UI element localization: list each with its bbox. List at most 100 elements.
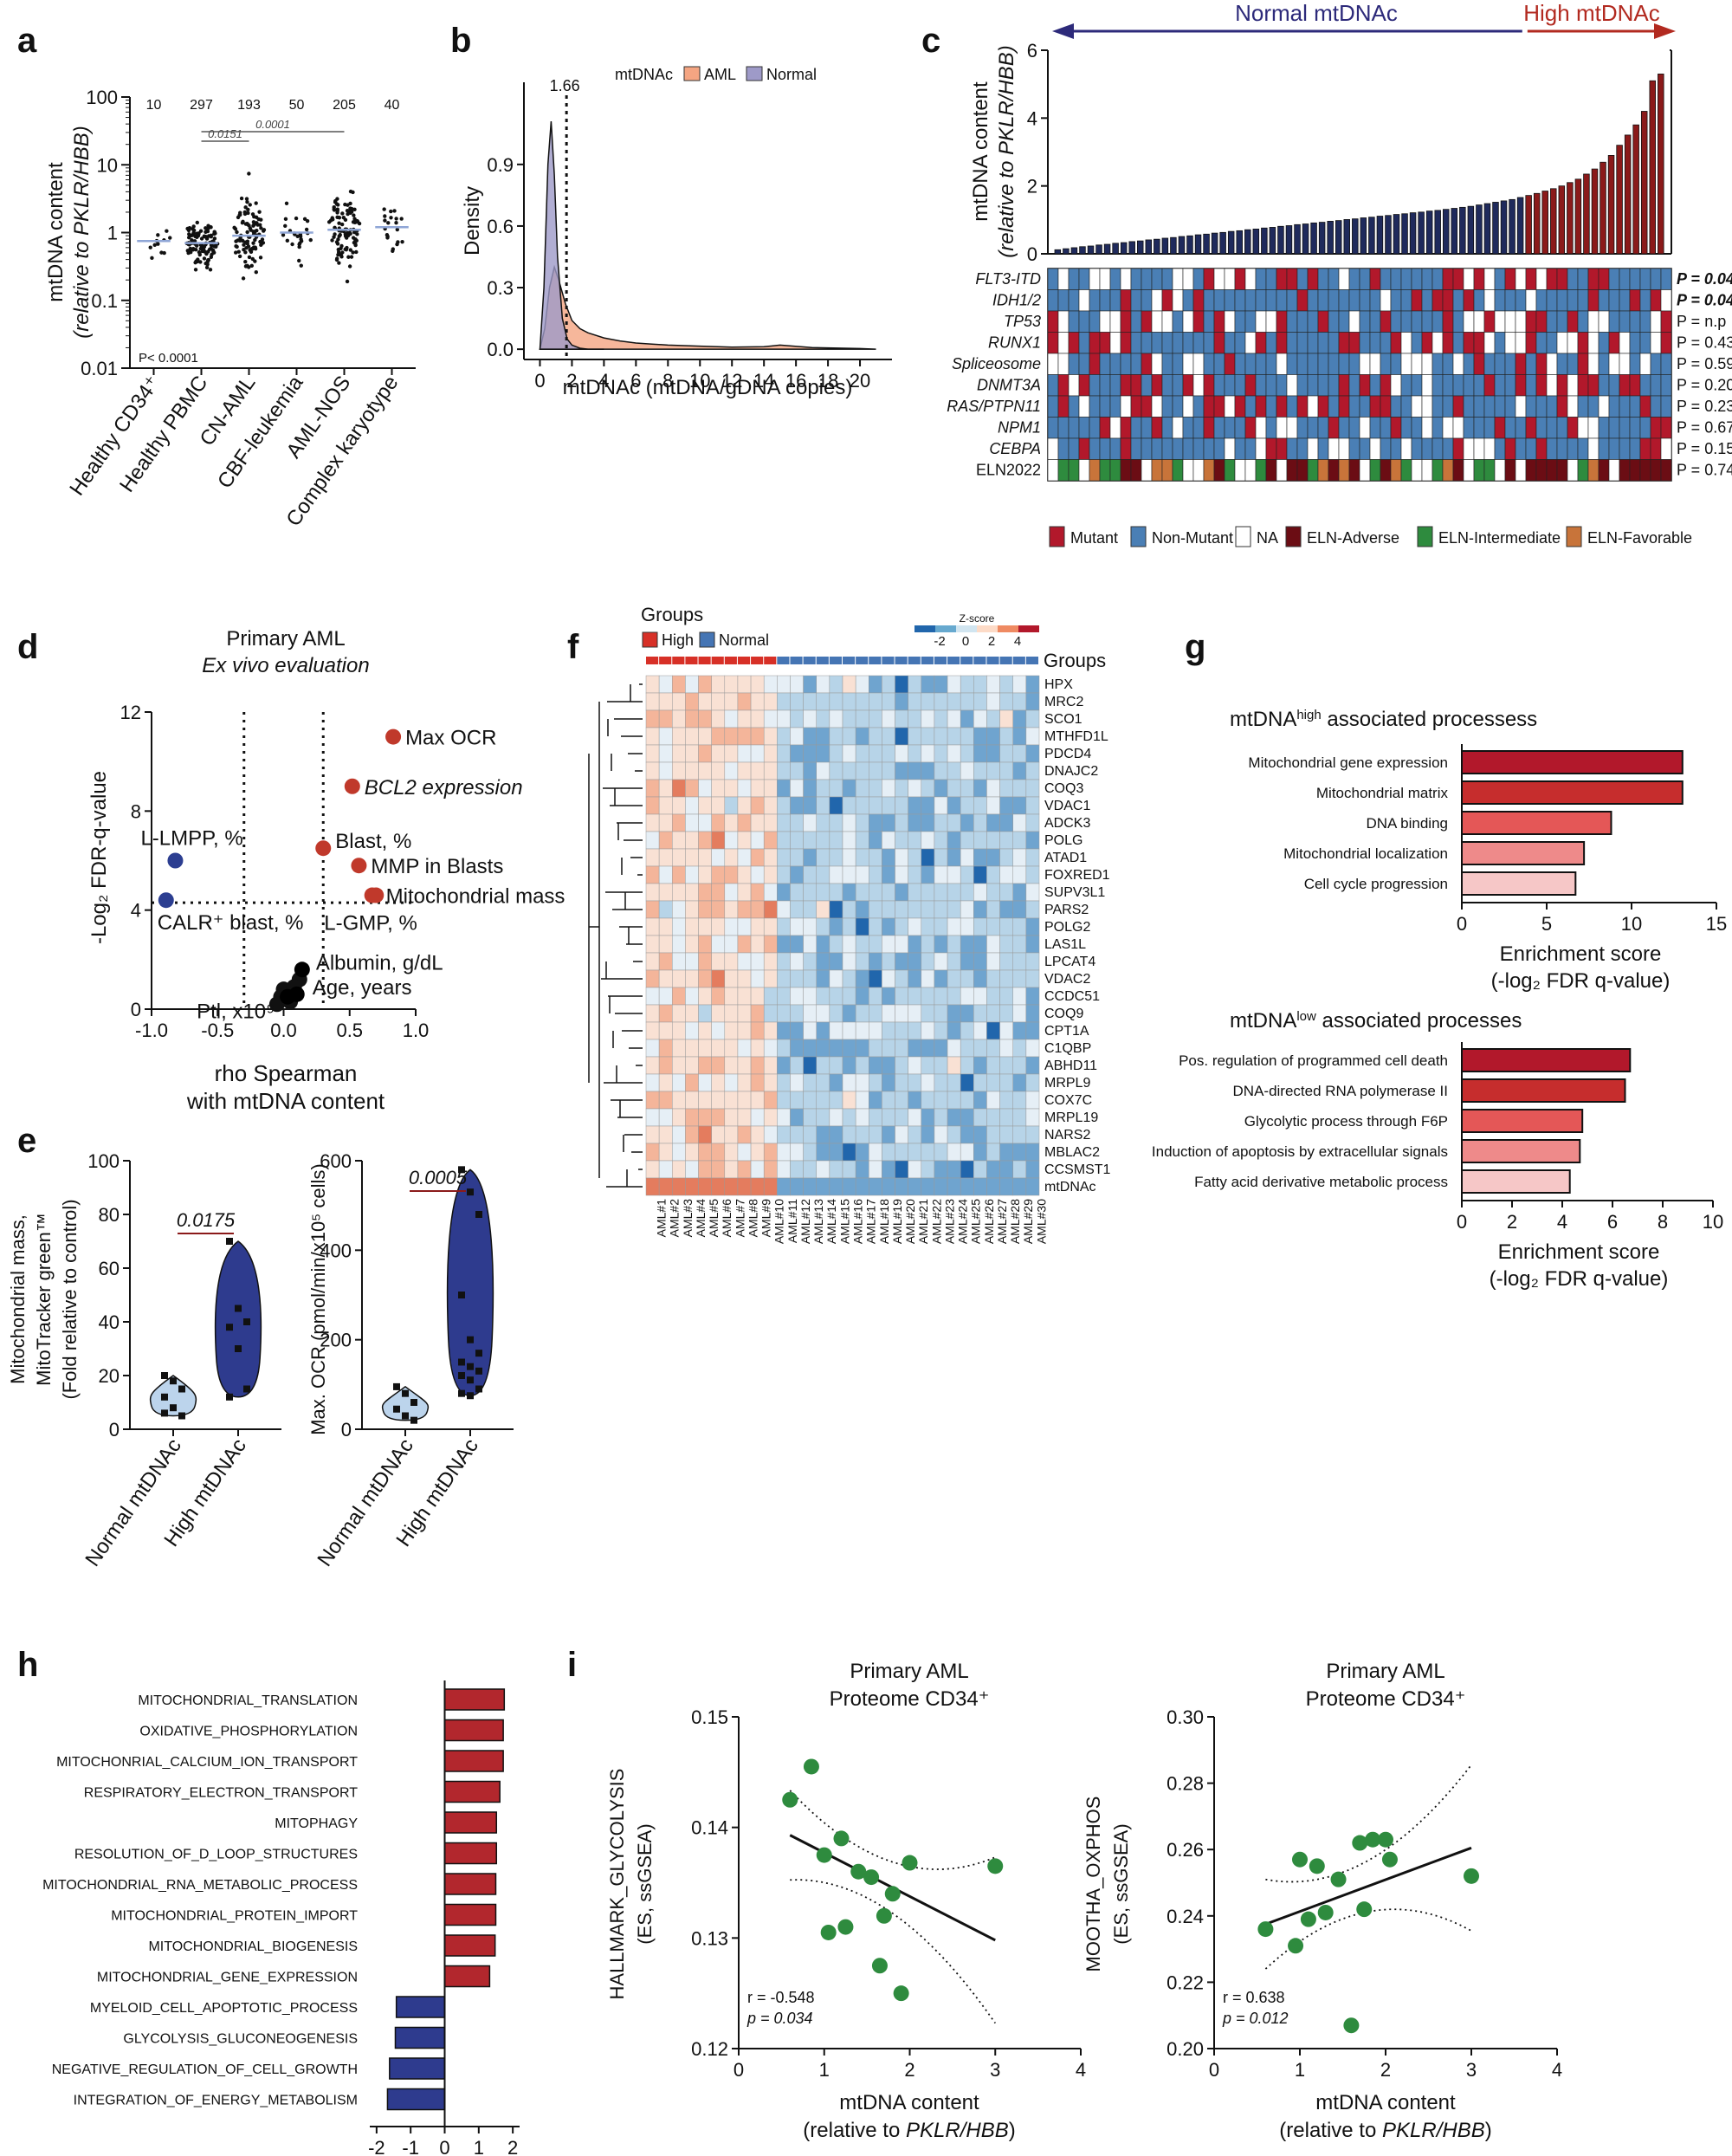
f-heat-cell — [1025, 744, 1040, 763]
f-heat-cell — [750, 987, 765, 1006]
c-grid-cell — [1068, 395, 1080, 418]
c-grid-cell — [1629, 289, 1641, 312]
d-point — [294, 961, 310, 978]
f-heat-cell — [816, 1073, 830, 1092]
f-heat-cell — [1012, 935, 1027, 954]
f-heat-cell — [908, 900, 922, 919]
d-title-line1: Primary AML — [226, 627, 345, 651]
c-grid-cell — [1556, 289, 1568, 312]
f-heat-cell — [869, 883, 882, 902]
f-heat-cell — [934, 1021, 948, 1040]
f-heat-cell — [816, 952, 830, 971]
f-heat-cell — [737, 900, 752, 919]
c-grid-cell — [1525, 459, 1537, 482]
c-grid-cell — [1234, 437, 1246, 460]
f-heat-cell — [1025, 935, 1040, 954]
f-heat-cell — [1012, 813, 1027, 832]
f-heat-cell — [737, 1143, 752, 1162]
c-grid-cell — [1494, 353, 1506, 375]
f-heat-cell — [803, 796, 817, 815]
c-grid-cell — [1296, 459, 1309, 482]
f-heat-cell — [895, 935, 908, 954]
e-violin-high-point — [235, 1305, 242, 1312]
c-grid-cell — [1504, 395, 1516, 418]
a-point — [283, 217, 288, 222]
f-heat-cell — [737, 831, 752, 850]
f-heat-cell — [921, 1143, 935, 1162]
c-grid-cell — [1483, 268, 1496, 290]
a-point — [159, 250, 164, 255]
f-column-label: AML#23 — [942, 1199, 956, 1244]
c-grid-cell — [1224, 310, 1236, 333]
i-point — [1352, 1835, 1368, 1851]
f-heat-cell — [960, 900, 974, 919]
f-heat-cell — [685, 831, 699, 850]
c-grid-cell — [1276, 437, 1288, 460]
c-grid-cell — [1151, 459, 1163, 482]
a-point — [354, 238, 359, 243]
c-grid-cell — [1483, 353, 1496, 375]
c-grid-cell — [1057, 268, 1070, 290]
f-heat-cell — [934, 987, 948, 1006]
c-grid-cell — [1286, 459, 1298, 482]
f-group-cell — [790, 657, 803, 664]
f-heat-cell — [737, 1021, 752, 1040]
c-grid-cell — [1057, 395, 1070, 418]
f-group-cell — [816, 657, 829, 664]
c-grid-cell — [1234, 289, 1246, 312]
f-heat-cell — [908, 987, 922, 1006]
c-grid-cell — [1483, 310, 1496, 333]
f-heat-cell — [698, 969, 712, 988]
e-violin-normal-point — [170, 1377, 177, 1385]
c-grid-cell — [1057, 459, 1070, 482]
g-high-xtick-label: 5 — [1541, 913, 1552, 935]
f-heat-cell — [816, 1108, 830, 1127]
e-ytick-label: 200 — [320, 1330, 352, 1351]
f-heat-cell — [790, 692, 804, 711]
f-heat-cell — [777, 935, 791, 954]
f-heat-cell — [999, 1004, 1013, 1023]
f-heat-cell — [921, 744, 935, 763]
a-point — [338, 232, 342, 237]
f-heat-cell — [947, 848, 961, 867]
f-heat-cell — [986, 1004, 1000, 1023]
c-mutation-label: NPM1 — [998, 419, 1041, 437]
f-heat-cell — [816, 761, 830, 780]
f-heat-cell — [1012, 865, 1027, 884]
a-point — [330, 238, 334, 243]
f-heat-cell — [790, 1177, 804, 1196]
f-heat-cell — [658, 1004, 673, 1023]
f-heat-cell — [750, 952, 765, 971]
d-ytick-label: 8 — [131, 800, 141, 822]
c-grid-cell — [1224, 332, 1236, 354]
b-density-normal — [539, 120, 604, 350]
c-grid-cell — [1141, 289, 1153, 312]
c-grid-cell — [1234, 374, 1246, 397]
a-point — [247, 255, 252, 260]
c-grid-cell — [1192, 353, 1205, 375]
f-heat-cell — [986, 1073, 1000, 1092]
c-grid-cell — [1483, 289, 1496, 312]
f-group-cell — [882, 657, 895, 664]
f-column-label: AML#29 — [1021, 1199, 1035, 1244]
f-heat-cell — [908, 1039, 922, 1058]
c-grid-cell — [1567, 310, 1579, 333]
f-heat-cell — [724, 813, 739, 832]
c-bar — [1541, 191, 1548, 255]
f-heat-cell — [711, 1073, 726, 1092]
f-heat-cell — [1025, 1125, 1040, 1144]
f-heat-cell — [960, 1056, 974, 1075]
c-bar — [1186, 235, 1193, 255]
c-grid-cell — [1608, 374, 1620, 397]
c-grid-cell — [1452, 310, 1464, 333]
c-grid-cell — [1130, 332, 1142, 354]
f-heat-cell — [763, 883, 778, 902]
a-point — [396, 240, 400, 244]
f-heat-cell — [855, 1039, 869, 1058]
h-category-label: MYELOID_CELL_APOPTOTIC_PROCESS — [90, 2001, 358, 2016]
i-point — [1381, 1851, 1398, 1868]
f-heat-cell — [842, 779, 856, 798]
c-grid-cell — [1567, 289, 1579, 312]
f-heat-cell — [973, 883, 987, 902]
c-grid-cell — [1411, 289, 1423, 312]
